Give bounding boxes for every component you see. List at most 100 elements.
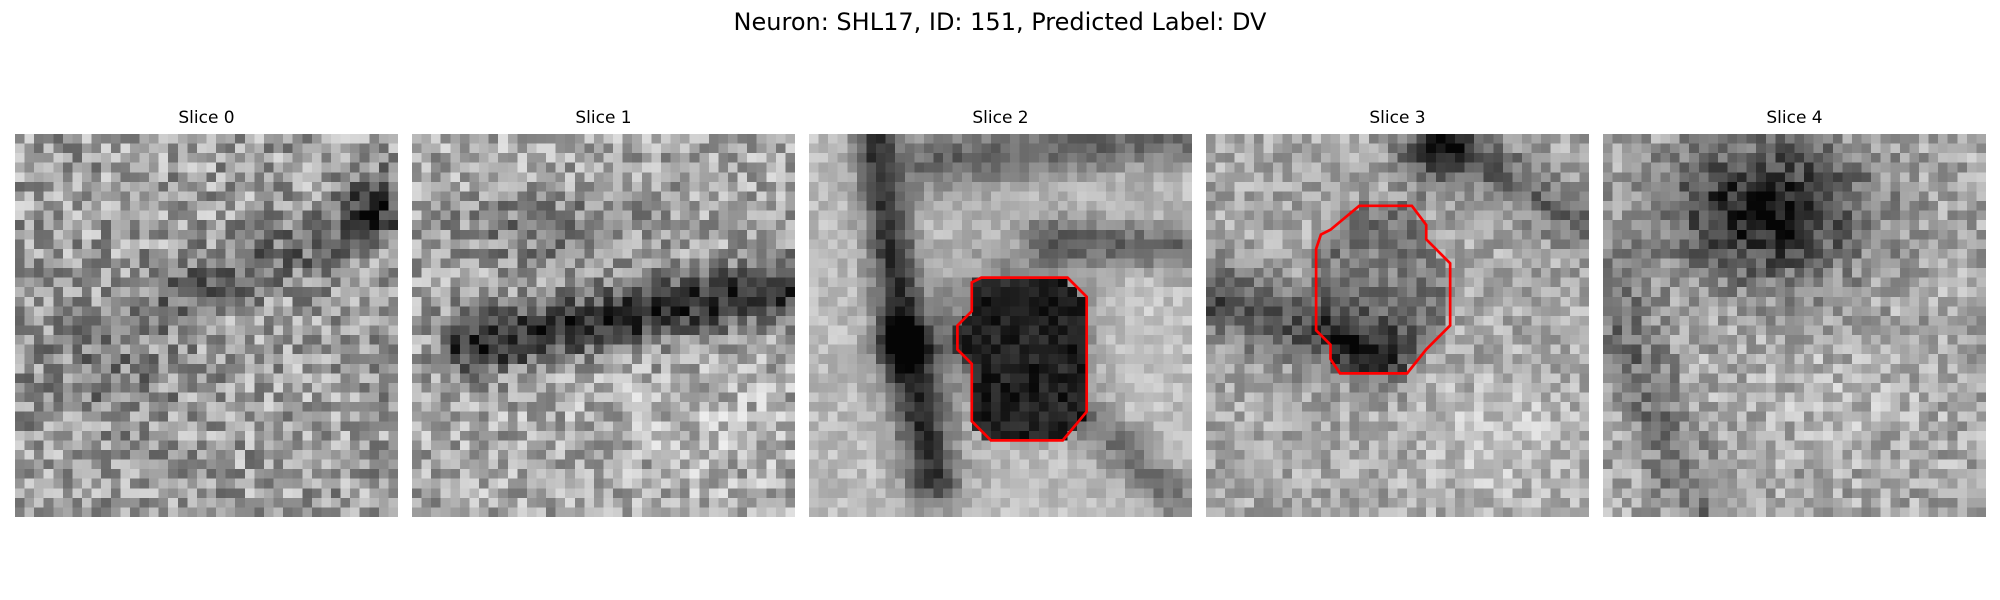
- image-pixel: [350, 411, 360, 422]
- image-pixel: [273, 172, 284, 183]
- image-pixel: [727, 430, 738, 441]
- image-pixel: [1134, 449, 1145, 460]
- image-pixel: [651, 325, 662, 336]
- image-pixel: [72, 191, 83, 202]
- image-pixel: [450, 469, 461, 479]
- image-pixel: [699, 306, 710, 317]
- image-pixel: [53, 363, 64, 374]
- image-pixel: [1172, 430, 1183, 441]
- image-pixel: [990, 507, 1001, 517]
- image-pixel: [101, 449, 111, 460]
- image-pixel: [1048, 277, 1059, 288]
- image-pixel: [206, 449, 217, 460]
- image-pixel: [254, 277, 265, 288]
- image-pixel: [680, 488, 690, 499]
- image-pixel: [43, 220, 54, 230]
- image-pixel: [120, 162, 131, 173]
- image-pixel: [1029, 296, 1039, 307]
- image-pixel: [641, 488, 652, 499]
- image-pixel: [856, 373, 867, 384]
- image-pixel: [72, 430, 83, 441]
- image-pixel: [82, 373, 92, 384]
- image-pixel: [187, 440, 198, 451]
- image-pixel: [737, 373, 748, 384]
- image-pixel: [292, 430, 303, 441]
- image-pixel: [283, 363, 293, 374]
- image-pixel: [62, 440, 73, 451]
- image-pixel: [1349, 172, 1360, 183]
- image-pixel: [1115, 162, 1126, 173]
- image-pixel: [1086, 459, 1097, 470]
- image-pixel: [15, 354, 25, 364]
- image-pixel: [254, 239, 265, 250]
- image-pixel: [24, 421, 35, 432]
- image-pixel: [101, 325, 111, 336]
- image-pixel: [321, 363, 332, 374]
- image-pixel: [283, 268, 293, 278]
- image-pixel: [225, 373, 236, 384]
- image-pixel: [828, 248, 838, 259]
- image-pixel: [488, 258, 499, 269]
- image-pixel: [546, 344, 556, 355]
- image-pixel: [718, 325, 729, 336]
- image-pixel: [584, 459, 595, 470]
- image-pixel: [632, 287, 642, 297]
- image-pixel: [856, 363, 867, 374]
- image-pixel: [34, 248, 44, 259]
- image-pixel: [158, 459, 169, 470]
- slice-panel-2: Slice 2: [809, 107, 1192, 519]
- image-pixel: [584, 507, 595, 517]
- image-pixel: [196, 306, 207, 317]
- image-pixel: [1019, 411, 1030, 422]
- image-pixel: [737, 449, 748, 460]
- image-pixel: [187, 344, 198, 355]
- image-pixel: [53, 248, 64, 259]
- image-pixel: [1134, 354, 1145, 364]
- image-pixel: [129, 430, 140, 441]
- image-pixel: [885, 497, 896, 508]
- image-pixel: [101, 201, 111, 211]
- image-pixel: [775, 181, 786, 192]
- image-pixel: [1057, 411, 1068, 422]
- image-pixel: [708, 153, 719, 163]
- image-pixel: [1301, 172, 1312, 183]
- image-pixel: [168, 191, 178, 202]
- image-pixel: [885, 306, 896, 317]
- image-pixel: [507, 497, 518, 508]
- image-pixel: [321, 306, 332, 317]
- image-pixel: [498, 363, 508, 374]
- image-pixel: [459, 296, 470, 307]
- image-pixel: [885, 354, 896, 364]
- image-pixel: [847, 191, 858, 202]
- image-pixel: [809, 469, 819, 479]
- image-pixel: [1502, 162, 1513, 173]
- image-pixel: [565, 497, 575, 508]
- image-pixel: [196, 287, 207, 297]
- image-pixel: [469, 258, 480, 269]
- image-pixel: [809, 315, 819, 326]
- image-pixel: [53, 191, 64, 202]
- image-pixel: [254, 478, 265, 489]
- image-pixel: [149, 143, 159, 154]
- image-pixel: [660, 459, 671, 470]
- image-pixel: [53, 430, 64, 441]
- image-pixel: [498, 191, 508, 202]
- image-pixel: [785, 191, 795, 202]
- image-pixel: [53, 162, 64, 173]
- image-pixel: [1531, 143, 1542, 154]
- image-pixel: [283, 306, 293, 317]
- image-pixel: [1019, 402, 1030, 412]
- image-pixel: [479, 287, 489, 297]
- image-pixel: [962, 382, 972, 393]
- image-pixel: [1067, 430, 1078, 441]
- image-pixel: [292, 402, 303, 412]
- image-pixel: [440, 258, 451, 269]
- image-pixel: [1086, 134, 1097, 144]
- image-pixel: [139, 153, 150, 163]
- image-pixel: [876, 153, 886, 163]
- image-pixel: [1359, 162, 1369, 173]
- image-pixel: [488, 478, 499, 489]
- image-pixel: [718, 143, 729, 154]
- image-pixel: [187, 306, 198, 317]
- image-pixel: [1225, 162, 1235, 173]
